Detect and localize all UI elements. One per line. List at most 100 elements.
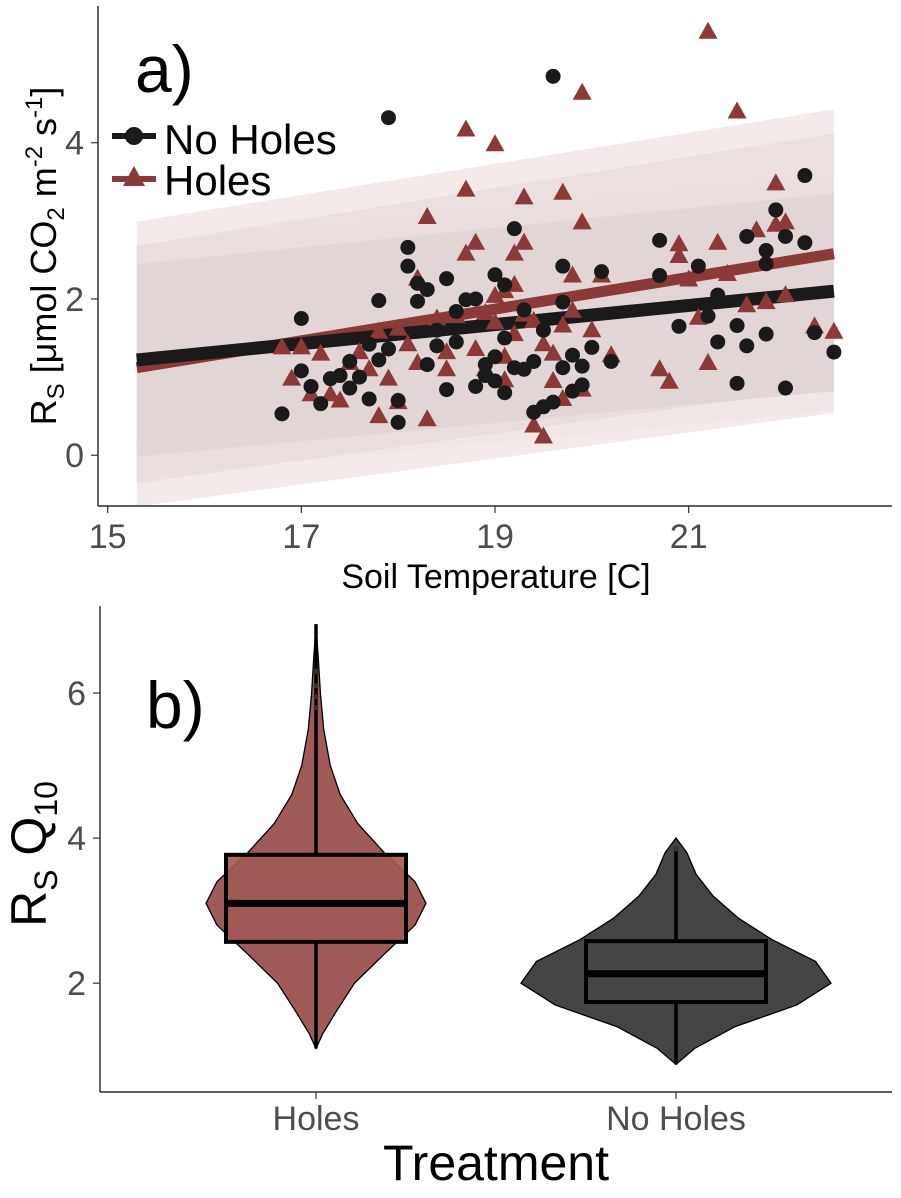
point-holes — [369, 406, 389, 424]
point-no-holes — [690, 258, 706, 274]
point-no-holes — [293, 363, 309, 379]
point-holes — [679, 269, 699, 287]
legend-triangle-icon — [123, 166, 145, 186]
point-holes — [311, 343, 331, 361]
a-ylabel-units: [μmol CO — [23, 221, 64, 384]
point-holes — [524, 415, 544, 433]
b-y-tick-label: 2 — [67, 965, 86, 1003]
point-holes — [456, 179, 476, 197]
outlier-holes — [313, 694, 319, 700]
point-no-holes — [758, 326, 774, 342]
point-no-holes — [380, 341, 396, 357]
point-no-holes — [380, 110, 396, 126]
point-no-holes — [739, 228, 755, 244]
point-no-holes — [739, 338, 755, 354]
point-holes — [766, 173, 786, 191]
point-no-holes — [439, 382, 455, 398]
point-holes — [466, 232, 486, 250]
point-holes — [272, 337, 292, 355]
point-no-holes — [419, 282, 435, 298]
point-holes — [572, 212, 592, 230]
point-holes — [349, 342, 369, 360]
a-y-ticks: 0 2 4 — [65, 125, 98, 475]
point-no-holes — [400, 258, 416, 274]
point-holes — [320, 384, 340, 402]
point-holes — [659, 371, 679, 389]
a-data-points — [272, 21, 844, 444]
a-ylabel-close: ] — [23, 87, 64, 97]
point-no-holes — [758, 243, 774, 259]
point-no-holes — [729, 318, 745, 334]
point-no-holes — [487, 349, 503, 365]
point-no-holes — [361, 336, 377, 352]
point-no-holes — [807, 325, 823, 341]
point-holes — [417, 206, 437, 224]
outlier-holes — [313, 668, 319, 674]
point-no-holes — [564, 347, 580, 363]
a-x-tick-label: 19 — [476, 518, 514, 556]
point-no-holes — [419, 357, 435, 373]
point-no-holes — [797, 235, 813, 251]
b-x-tick-label: Holes — [273, 1100, 360, 1138]
point-no-holes — [342, 353, 358, 369]
point-no-holes — [777, 380, 793, 396]
point-holes — [456, 243, 476, 261]
point-no-holes — [545, 394, 561, 410]
point-holes — [485, 312, 505, 330]
point-no-holes — [652, 268, 668, 284]
b-x-ticks: Holes No Holes — [273, 1092, 746, 1138]
legend-circle-icon — [125, 127, 143, 145]
point-no-holes — [487, 267, 503, 283]
point-no-holes — [497, 330, 513, 346]
point-holes — [369, 321, 389, 339]
point-no-holes — [293, 311, 309, 326]
point-holes — [456, 119, 476, 137]
point-no-holes — [468, 378, 484, 394]
point-holes — [562, 300, 582, 318]
a-ylabel-s: s — [23, 118, 64, 146]
outlier-holes — [313, 683, 319, 689]
point-no-holes — [448, 334, 464, 350]
point-holes — [533, 426, 553, 444]
point-holes — [514, 232, 534, 250]
a-legend: No Holes Holes — [112, 116, 337, 204]
b-x-tick-label: No Holes — [606, 1100, 746, 1138]
point-no-holes — [797, 168, 813, 184]
point-holes — [388, 318, 408, 336]
point-no-holes — [303, 378, 319, 394]
outlier-no-holes — [673, 846, 679, 852]
point-holes — [437, 342, 457, 360]
point-no-holes — [487, 373, 503, 389]
point-no-holes — [710, 334, 726, 350]
point-holes — [330, 390, 350, 408]
point-holes — [650, 359, 670, 377]
point-no-holes — [700, 308, 716, 324]
box-holes — [224, 852, 408, 944]
point-no-holes — [390, 414, 406, 430]
point-holes — [756, 292, 776, 310]
point-holes — [553, 182, 573, 200]
point-holes — [533, 334, 553, 352]
a-x-ticks: 15 17 19 21 — [89, 506, 708, 556]
point-no-holes — [313, 396, 329, 412]
point-no-holes — [545, 68, 561, 84]
point-no-holes — [342, 380, 358, 396]
point-holes — [504, 243, 524, 261]
point-holes — [562, 265, 582, 283]
a-ylabel-r: R — [23, 399, 64, 425]
point-holes — [514, 187, 534, 205]
fit-line-no-holes — [136, 284, 835, 367]
point-holes — [291, 337, 311, 355]
point-no-holes — [555, 258, 571, 274]
point-holes — [669, 234, 689, 252]
point-no-holes — [448, 303, 464, 319]
point-no-holes — [671, 318, 687, 334]
legend-item-holes: Holes — [112, 157, 271, 204]
b-violins — [205, 624, 832, 1066]
b-ylabel-q-sub: 10 — [28, 781, 64, 817]
panel-b-violin: Holes No Holes 2 4 6 b) Treatment RS Q10 — [1, 606, 892, 1191]
b-ylabel-q: Q — [1, 817, 57, 870]
panel-a-scatter: 15 17 19 21 0 2 4 a) No Holes Holes Soil Temp… — [21, 6, 892, 596]
point-no-holes — [497, 277, 513, 293]
point-holes — [775, 212, 795, 230]
